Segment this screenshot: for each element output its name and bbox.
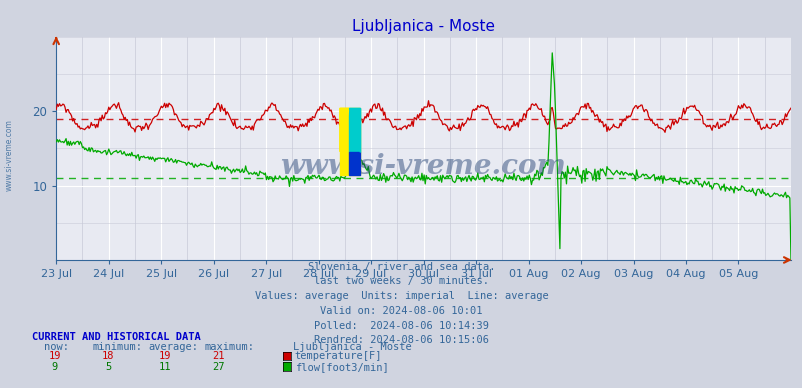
Text: minimum:: minimum: xyxy=(92,342,142,352)
Text: Valid on: 2024-08-06 10:01: Valid on: 2024-08-06 10:01 xyxy=(320,306,482,316)
Text: 5: 5 xyxy=(105,362,111,372)
Text: Values: average  Units: imperial  Line: average: Values: average Units: imperial Line: av… xyxy=(254,291,548,301)
Text: average:: average: xyxy=(148,342,198,352)
Text: www.si-vreme.com: www.si-vreme.com xyxy=(5,119,14,191)
Text: 19: 19 xyxy=(158,351,171,361)
Text: Slovenia / river and sea data.: Slovenia / river and sea data. xyxy=(307,262,495,272)
Text: last two weeks / 30 minutes.: last two weeks / 30 minutes. xyxy=(314,276,488,286)
Polygon shape xyxy=(349,108,360,152)
Text: Rendred: 2024-08-06 10:15:06: Rendred: 2024-08-06 10:15:06 xyxy=(314,335,488,345)
Bar xyxy=(349,108,360,152)
Text: 11: 11 xyxy=(158,362,171,372)
Title: Ljubljanica - Moste: Ljubljanica - Moste xyxy=(351,19,495,34)
Text: temperature[F]: temperature[F] xyxy=(294,351,382,361)
Text: flow[foot3/min]: flow[foot3/min] xyxy=(294,362,388,372)
Text: 18: 18 xyxy=(102,351,115,361)
Text: Polled:  2024-08-06 10:14:39: Polled: 2024-08-06 10:14:39 xyxy=(314,320,488,331)
Text: 27: 27 xyxy=(212,362,225,372)
Text: www.si-vreme.com: www.si-vreme.com xyxy=(280,153,566,180)
Text: CURRENT AND HISTORICAL DATA: CURRENT AND HISTORICAL DATA xyxy=(32,332,200,342)
Polygon shape xyxy=(339,108,349,152)
Text: 21: 21 xyxy=(212,351,225,361)
Text: now:: now: xyxy=(44,342,69,352)
Text: 9: 9 xyxy=(51,362,58,372)
Text: maximum:: maximum: xyxy=(205,342,254,352)
Bar xyxy=(349,152,360,175)
Text: Ljubljanica - Moste: Ljubljanica - Moste xyxy=(293,342,411,352)
Bar xyxy=(339,108,360,175)
Text: 19: 19 xyxy=(48,351,61,361)
